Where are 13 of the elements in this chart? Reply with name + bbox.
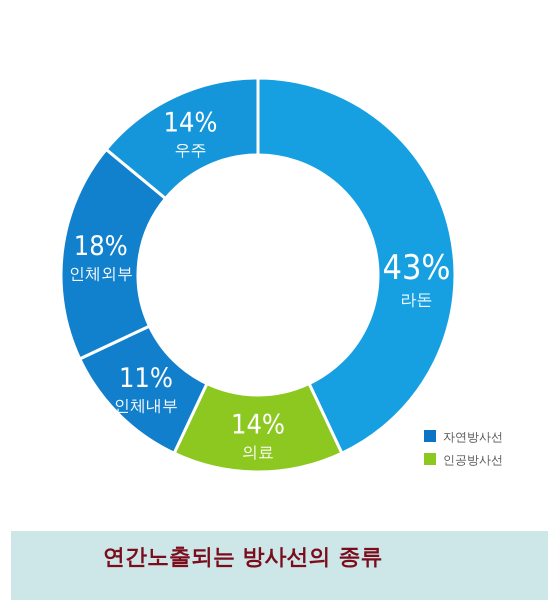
slice-label: 인체내부 xyxy=(114,396,178,416)
data-label: 11% xyxy=(118,363,173,394)
data-label: 14% xyxy=(231,410,285,440)
text: 인공방사선 xyxy=(443,453,503,467)
slice-label: 우주 xyxy=(174,140,207,160)
data-label: 14% xyxy=(164,108,218,139)
slice-label: 라돈 xyxy=(400,290,432,309)
text: 자연방사선 xyxy=(443,430,503,444)
slice-label: 인체외부 xyxy=(68,264,133,284)
data-label: 43% xyxy=(382,248,450,288)
text: 연간노출되는 방사선의 종류 xyxy=(103,545,382,570)
slice-label: 의료 xyxy=(242,442,274,462)
data-label: 18% xyxy=(74,231,128,262)
